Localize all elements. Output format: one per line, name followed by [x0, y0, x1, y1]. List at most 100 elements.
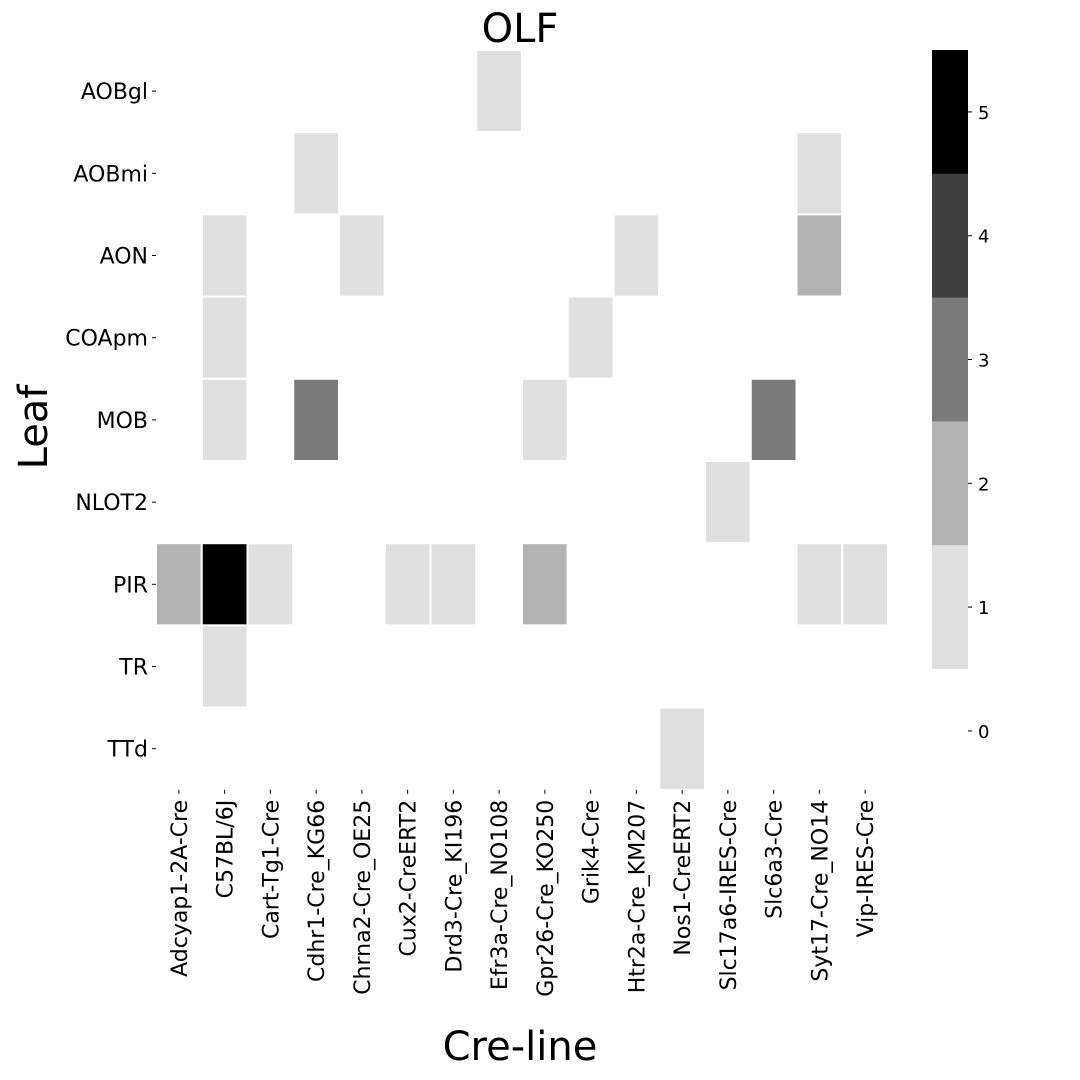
- x-tick-label: Gpr26-Cre_KO250: [534, 800, 559, 997]
- heatmap-cell: [841, 706, 889, 791]
- heatmap-cell: [749, 131, 798, 216]
- heatmap-cell: [841, 377, 889, 462]
- heatmap-cell: [246, 131, 295, 216]
- heatmap-cell: [704, 624, 752, 709]
- heatmap-cell: [704, 295, 752, 380]
- x-tick-label: Htr2a-Cre_KM207: [625, 800, 650, 994]
- heatmap-cell: [612, 213, 661, 298]
- colorbar-segment: [932, 50, 968, 175]
- heatmap-cell: [566, 213, 615, 298]
- heatmap-cell: [155, 377, 203, 462]
- heatmap-cell: [795, 295, 844, 380]
- heatmap-cell: [292, 542, 340, 627]
- heatmap-cell: [383, 49, 432, 134]
- heatmap-cell: [521, 542, 569, 627]
- heatmap-cell: [658, 706, 706, 791]
- x-tick-label: Cart-Tg1-Cre: [259, 800, 284, 939]
- heatmap-cell: [475, 542, 523, 627]
- heatmap-cell: [521, 131, 569, 216]
- colorbar: 0 1 2 3 4 5: [932, 50, 989, 794]
- heatmap-cell: [338, 131, 386, 216]
- heatmap-cell: [338, 460, 386, 545]
- heatmap-cell: [749, 624, 798, 709]
- heatmap-cell: [612, 542, 661, 627]
- heatmap-cell: [795, 624, 844, 709]
- heatmap-cell: [521, 460, 569, 545]
- heatmap-cell: [200, 460, 249, 545]
- heatmap-cell: [200, 706, 249, 791]
- heatmap-cell: [429, 542, 478, 627]
- heatmap-cell: [338, 295, 386, 380]
- y-tick-label: TR: [118, 656, 148, 681]
- heatmap-cell: [338, 213, 386, 298]
- heatmap-cell: [612, 460, 661, 545]
- heatmap-cell: [383, 624, 432, 709]
- heatmap-cell: [292, 295, 340, 380]
- x-tick-label: Chrna2-Cre_OE25: [351, 800, 376, 995]
- x-tick-label: Nos1-CreERT2: [671, 800, 696, 956]
- heatmap-cell: [658, 624, 706, 709]
- heatmap-cell: [338, 624, 386, 709]
- colorbar-tick-label: 5: [978, 103, 989, 124]
- heatmap-cell: [246, 624, 295, 709]
- heatmap-cell: [521, 624, 569, 709]
- heatmap-cell: [200, 49, 249, 134]
- heatmap-cell: [704, 131, 752, 216]
- heatmap-cell: [566, 706, 615, 791]
- heatmap-cell: [246, 49, 295, 134]
- y-tick-label: AOBmi: [73, 162, 148, 187]
- heatmap-cell: [246, 706, 295, 791]
- heatmap-cell: [749, 49, 798, 134]
- heatmap-cell: [841, 213, 889, 298]
- x-tick-label: Syt17-Cre_NO14: [808, 800, 833, 982]
- heatmap-cell: [338, 706, 386, 791]
- heatmap-cell: [429, 213, 478, 298]
- y-tick-labels: AOBgl AOBmi AON COApm MOB NLOT2 PIR TR TTd: [65, 80, 156, 763]
- x-tick-label: Efr3a-Cre_NO108: [488, 800, 513, 990]
- heatmap-cell: [292, 460, 340, 545]
- y-tick-label: NLOT2: [75, 491, 148, 516]
- heatmap-cell: [429, 460, 478, 545]
- x-axis-label: Cre-line: [443, 1024, 598, 1070]
- heatmap-cell: [383, 131, 432, 216]
- heatmap-cell: [429, 49, 478, 134]
- heatmap-cell: [749, 460, 798, 545]
- heatmap-cell: [475, 49, 523, 134]
- heatmap-cell: [155, 460, 203, 545]
- colorbar-segment: [932, 297, 968, 422]
- heatmap-cell: [795, 542, 844, 627]
- heatmap-cell: [200, 377, 249, 462]
- heatmap-cell: [704, 213, 752, 298]
- heatmap-cell: [521, 49, 569, 134]
- heatmap-cell: [155, 624, 203, 709]
- heatmap-cell: [795, 460, 844, 545]
- x-tick-label: Cux2-CreERT2: [397, 800, 422, 957]
- heatmap-cell: [795, 706, 844, 791]
- heatmap-cell: [841, 131, 889, 216]
- heatmap-cell: [566, 624, 615, 709]
- heatmap-cell: [749, 542, 798, 627]
- heatmap-cell: [658, 131, 706, 216]
- chart-title: OLF: [482, 6, 559, 52]
- heatmap-cell: [383, 706, 432, 791]
- heatmap-cell: [658, 542, 706, 627]
- heatmap-cell: [200, 542, 249, 627]
- heatmap-cell: [841, 49, 889, 134]
- heatmap-cell: [749, 706, 798, 791]
- heatmap-cell: [795, 213, 844, 298]
- x-tick-label: Drd3-Cre_KI196: [442, 800, 467, 973]
- x-tick-label: C57BL/6J: [214, 800, 239, 899]
- y-axis-label: Leaf: [11, 384, 57, 470]
- heatmap-cell: [246, 377, 295, 462]
- heatmap-cell: [200, 624, 249, 709]
- heatmap-cell: [566, 49, 615, 134]
- heatmap-cell: [155, 295, 203, 380]
- heatmap-cell: [566, 131, 615, 216]
- y-tick-label: COApm: [65, 327, 148, 352]
- heatmap-cell: [612, 295, 661, 380]
- heatmap-cell: [292, 706, 340, 791]
- heatmap-cells: [155, 49, 889, 791]
- heatmap-cell: [612, 706, 661, 791]
- y-tick-label: MOB: [97, 409, 148, 434]
- heatmap-cell: [841, 624, 889, 709]
